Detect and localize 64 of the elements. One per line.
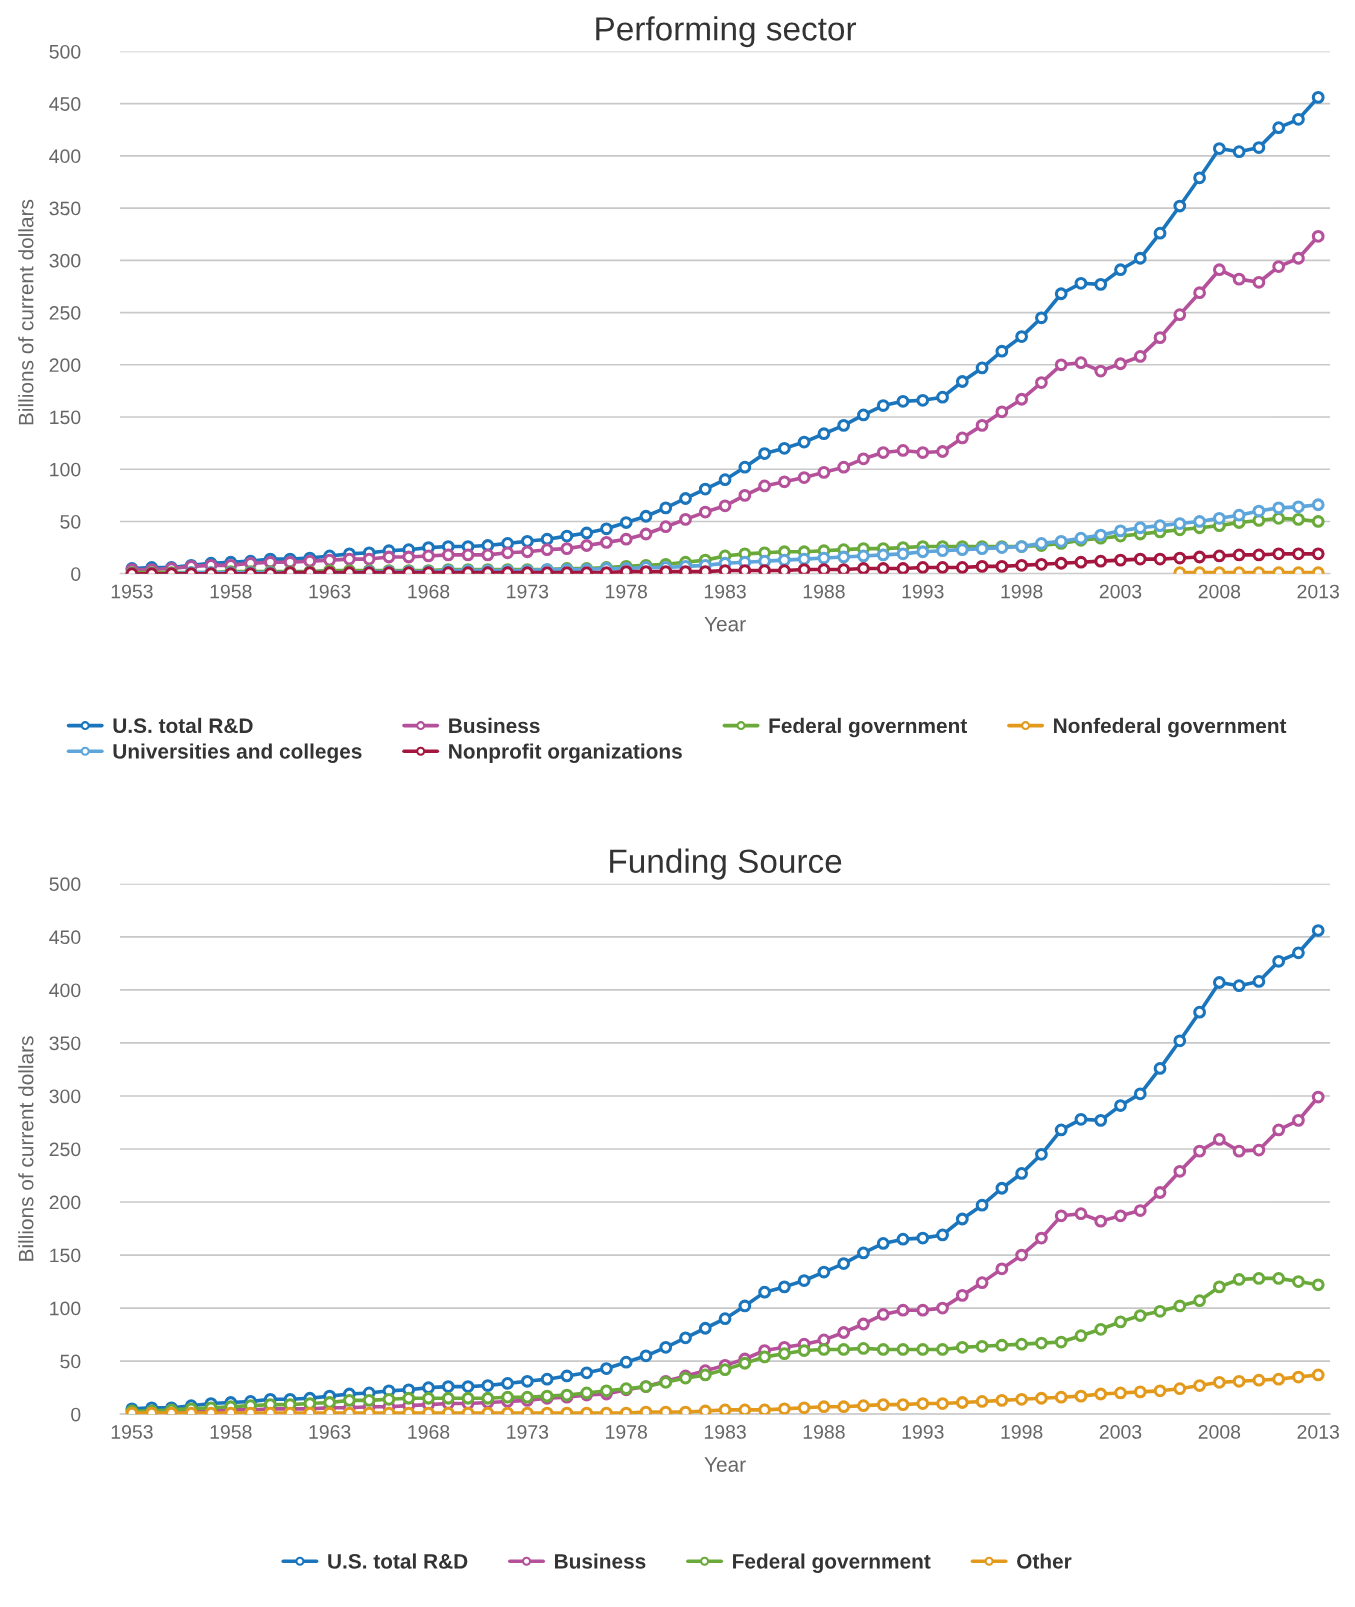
x-tick-label: 1958 (210, 584, 252, 599)
legend-label: Federal government (733, 1553, 931, 1573)
x-tick-label: 2008 (1198, 584, 1241, 599)
x-tick-label: 1953 (111, 1425, 153, 1439)
x-tick-label: 1983 (704, 584, 746, 599)
x-tick-label: 1988 (803, 584, 845, 599)
y-tick-label: 200 (49, 358, 81, 373)
y-tick-label: 350 (49, 201, 81, 216)
y-axis-title: Billions of current dollars (18, 199, 34, 425)
y-tick-label: 300 (49, 253, 81, 268)
x-tick-label: 1968 (408, 1425, 450, 1439)
legend-label: Nonfederal government (1054, 717, 1287, 738)
y-tick-label: 450 (49, 97, 81, 111)
legend-label: U.S. total R&D (328, 1553, 468, 1569)
x-tick-label: 1953 (111, 584, 153, 599)
y-tick-label: 400 (49, 983, 81, 998)
legend-label: Other (1017, 1553, 1072, 1569)
x-tick-label: 2008 (1198, 1425, 1241, 1439)
legend-label: Nonprofit organizations (449, 743, 682, 763)
x-tick-label: 1963 (309, 584, 351, 599)
y-tick-label: 250 (49, 306, 81, 320)
x-tick-label: 1963 (309, 1425, 351, 1439)
x-tick-label: 2003 (1099, 1425, 1142, 1439)
y-tick-label: 0 (71, 567, 81, 581)
x-tick-label: 1973 (507, 1425, 549, 1439)
legend-label: Business (555, 1553, 646, 1569)
chart-title: Funding Source (610, 848, 842, 880)
y-tick-label: 0 (71, 1407, 81, 1422)
x-tick-label: 1978 (606, 584, 647, 599)
y-tick-label: 300 (49, 1089, 81, 1104)
x-tick-label: 2003 (1099, 584, 1142, 599)
x-tick-label: 1993 (902, 1425, 944, 1439)
x-axis-title: Year (704, 1457, 746, 1472)
x-tick-label: 2013 (1297, 1425, 1339, 1439)
x-tick-label: 2013 (1297, 584, 1339, 599)
y-tick-label: 150 (50, 410, 81, 425)
x-tick-label: 1998 (1001, 1425, 1043, 1439)
x-tick-label: 1958 (210, 1425, 252, 1439)
legend-label: Universities and colleges (113, 743, 362, 763)
y-tick-label: 100 (50, 462, 81, 477)
legend-label: Business (449, 717, 540, 734)
y-tick-label: 500 (49, 877, 81, 892)
x-tick-label: 1968 (408, 584, 450, 599)
x-tick-label: 1983 (704, 1425, 746, 1439)
legend-label: Federal government (769, 717, 967, 738)
chart-title: Performing sector (596, 16, 857, 48)
x-axis-title: Year (704, 616, 746, 632)
y-tick-label: 500 (49, 44, 81, 59)
y-tick-label: 250 (49, 1142, 81, 1157)
legend-label: U.S. total R&D (113, 717, 253, 734)
y-tick-label: 200 (49, 1195, 81, 1210)
y-tick-label: 50 (60, 514, 81, 529)
y-tick-label: 450 (49, 930, 81, 945)
y-tick-label: 50 (60, 1354, 81, 1369)
y-tick-label: 150 (50, 1248, 81, 1263)
y-axis-title: Billions of current dollars (18, 1036, 34, 1261)
x-tick-label: 1978 (606, 1425, 647, 1439)
x-tick-label: 1973 (507, 584, 549, 599)
y-tick-label: 100 (50, 1301, 81, 1316)
y-tick-label: 400 (49, 149, 81, 164)
x-tick-label: 1998 (1001, 584, 1043, 599)
x-tick-label: 1988 (803, 1425, 845, 1439)
x-tick-label: 1993 (902, 584, 944, 599)
y-tick-label: 350 (49, 1036, 81, 1051)
